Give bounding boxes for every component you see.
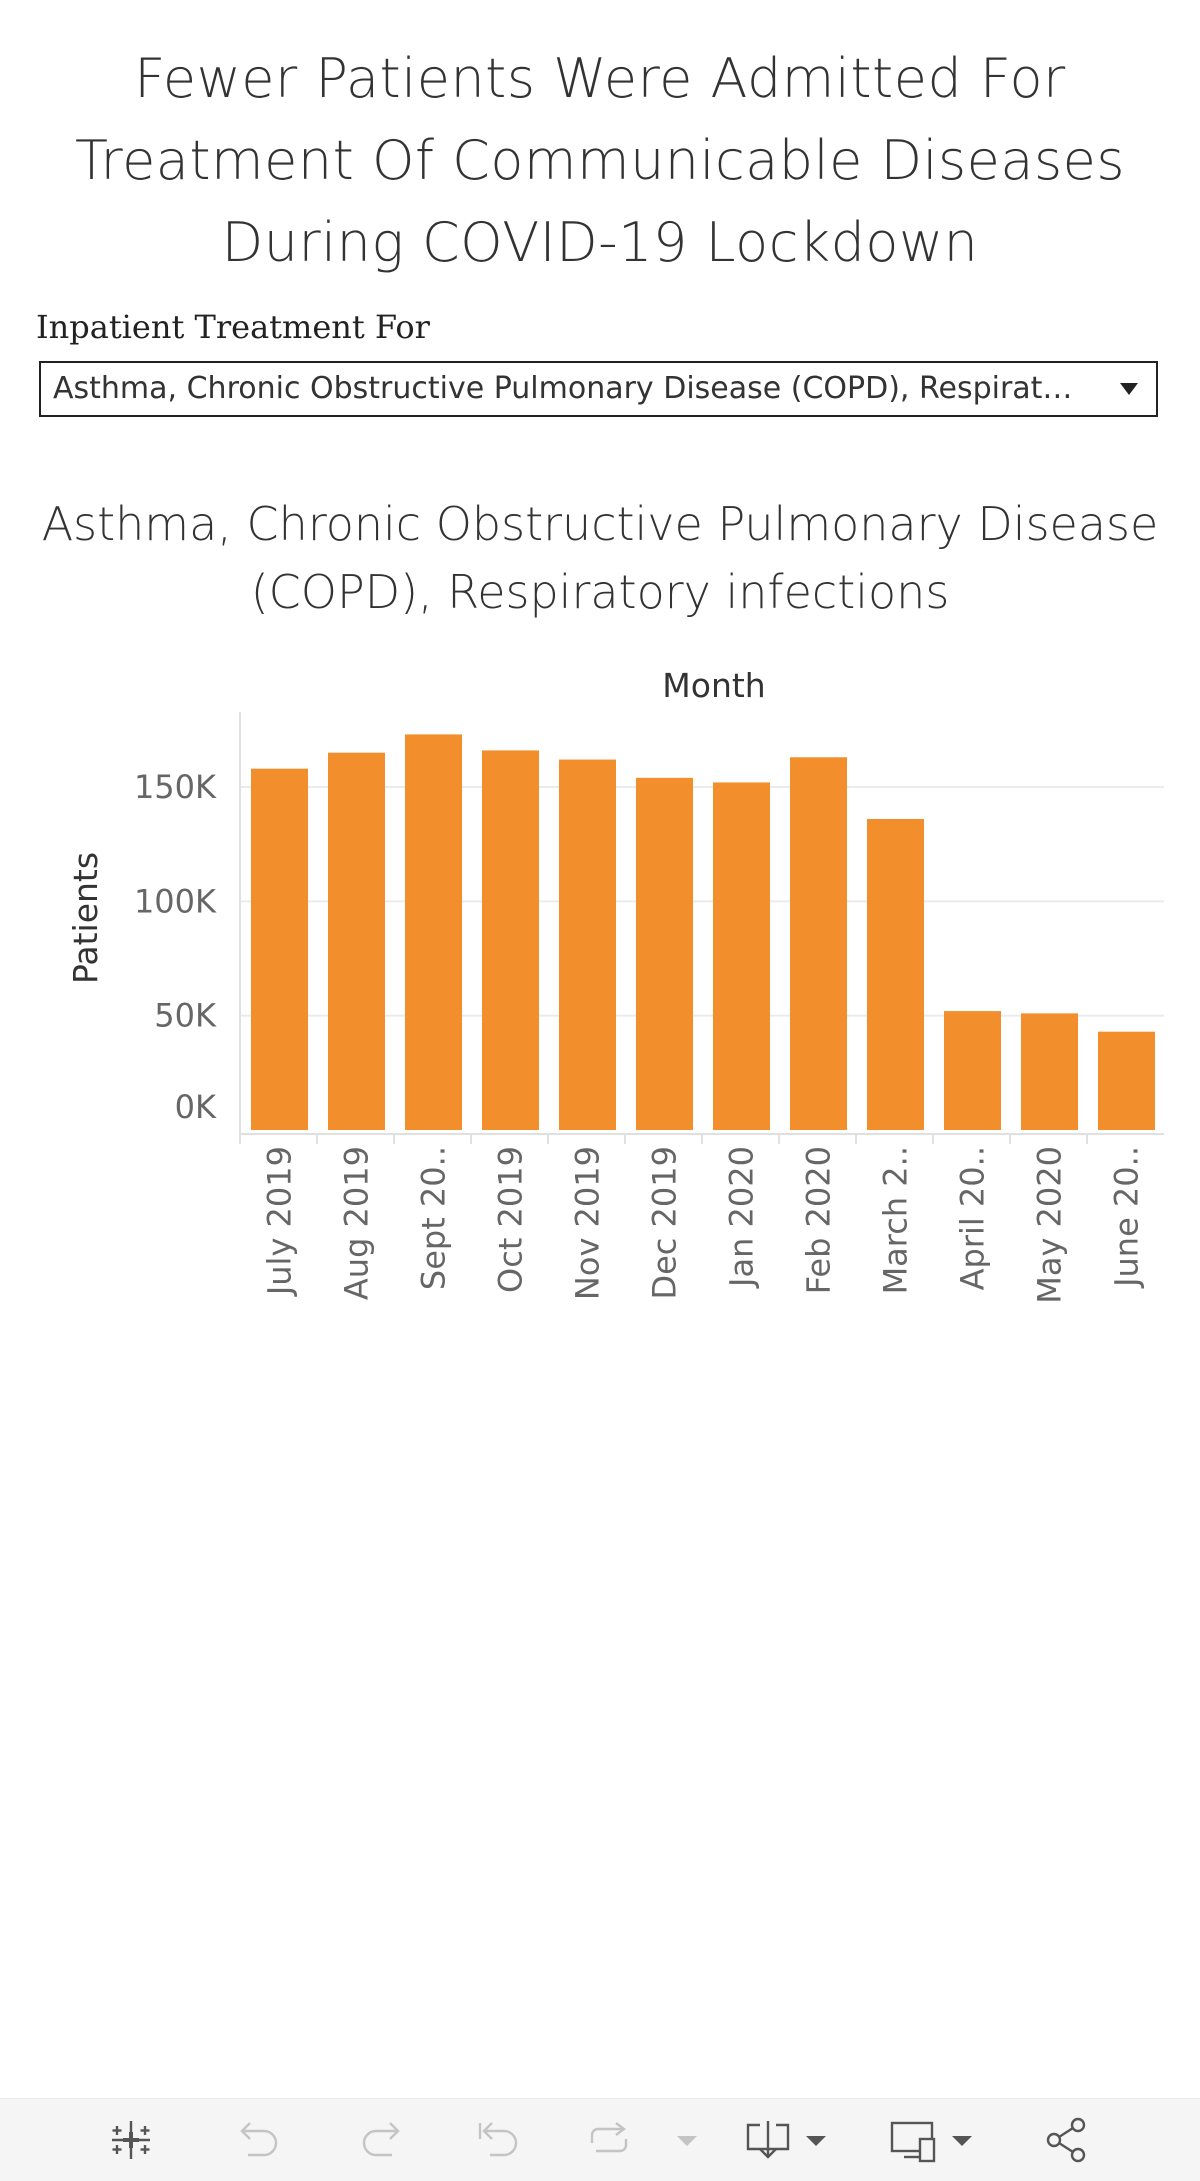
x-tick-label: Oct 2019: [492, 1146, 530, 1293]
bar: [636, 777, 693, 1130]
bar: [713, 782, 770, 1130]
x-tick-label: April 20..: [954, 1146, 992, 1290]
x-tick-label: Dec 2019: [646, 1146, 684, 1300]
y-tick-label: 150K: [134, 768, 217, 806]
x-tick-label: Aug 2019: [338, 1146, 376, 1300]
bottom-toolbar: [0, 2098, 1200, 2181]
x-tick-label: Feb 2020: [800, 1146, 838, 1294]
bar: [867, 819, 924, 1130]
bar: [1021, 1013, 1078, 1130]
x-tick-label: Sept 20..: [415, 1146, 453, 1290]
treatment-filter-dropdown[interactable]: Asthma, Chronic Obstructive Pulmonary Di…: [39, 361, 1158, 417]
tableau-logo-icon[interactable]: [104, 2113, 158, 2167]
revert-icon[interactable]: [472, 2113, 526, 2167]
share-icon[interactable]: [1040, 2113, 1094, 2167]
chart-title: Asthma, Chronic Obstructive Pulmonary Di…: [41, 497, 1159, 619]
x-tick-label: Jan 2020: [723, 1146, 761, 1289]
pause-dropdown-icon[interactable]: [672, 2113, 702, 2167]
x-tick-label: Nov 2019: [569, 1146, 607, 1300]
undo-icon[interactable]: [232, 2113, 286, 2167]
y-tick-label: 100K: [134, 882, 217, 920]
x-axis-title: Month: [662, 666, 765, 705]
bar-chart: Month Patients 0K 50K 100K 150K July 2019 Aug 2…: [66, 666, 1164, 1304]
y-tick-label: 50K: [154, 997, 217, 1035]
refresh-icon[interactable]: [582, 2113, 636, 2167]
bar: [405, 734, 462, 1130]
y-tick-label: 0K: [175, 1088, 217, 1126]
dropdown-arrow-icon: [1120, 383, 1138, 395]
download-icon[interactable]: [742, 2113, 834, 2167]
dashboard-title: Fewer Patients Were Admitted For Treatme…: [75, 47, 1125, 274]
x-tick-label: March 2..: [877, 1146, 915, 1294]
bar: [790, 757, 847, 1130]
filter-label: Inpatient Treatment For: [36, 308, 430, 346]
bar: [328, 752, 385, 1130]
x-tick-label: June 20..: [1108, 1146, 1146, 1289]
treatment-filter-value: Asthma, Chronic Obstructive Pulmonary Di…: [53, 371, 1073, 406]
bar: [944, 1011, 1001, 1130]
x-tick-label: July 2019: [261, 1146, 299, 1297]
bar: [251, 768, 308, 1130]
bar: [559, 759, 616, 1130]
bar: [1098, 1031, 1155, 1130]
x-tick-label: May 2020: [1031, 1146, 1069, 1304]
y-axis-title: Patients: [66, 852, 105, 984]
bar: [482, 750, 539, 1130]
redo-icon[interactable]: [354, 2113, 408, 2167]
device-preview-icon[interactable]: [888, 2113, 980, 2167]
